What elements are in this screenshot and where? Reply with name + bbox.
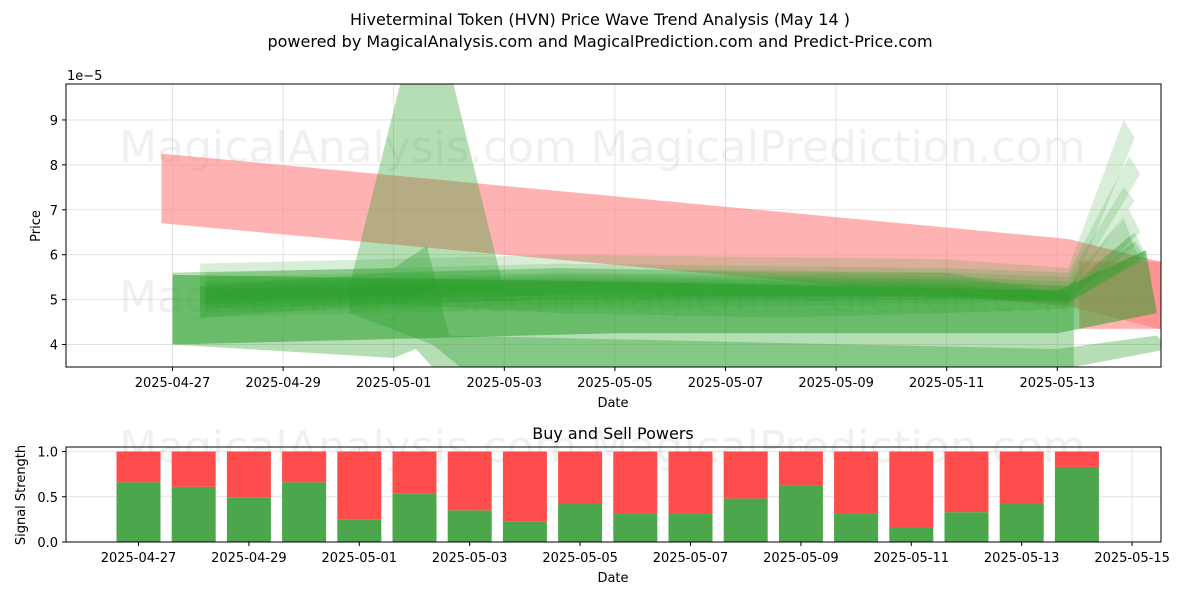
signal-x-tick-label: 2025-05-11 <box>874 551 950 566</box>
sell-bar <box>171 451 216 487</box>
price-x-tick-label: 2025-05-01 <box>356 376 432 391</box>
sell-bar <box>834 451 879 514</box>
buy-bar <box>1054 466 1099 542</box>
buy-bar <box>282 482 327 542</box>
signal-y-axis-label: Signal Strength <box>14 445 29 545</box>
wave-band-long-base <box>172 250 1157 345</box>
signal-x-axis-label: Date <box>597 571 628 586</box>
watermark-prediction-top: MagicalPrediction.com <box>591 122 1086 173</box>
buy-bar <box>613 513 658 542</box>
signal-x-tick-label: 2025-05-15 <box>1094 551 1170 566</box>
buy-bar <box>999 504 1044 542</box>
buy-bar <box>226 497 271 542</box>
wave-band-mid-wave <box>200 268 1069 318</box>
price-x-tick-label: 2025-05-05 <box>577 376 653 391</box>
chart-title: Hiveterminal Token (HVN) Price Wave Tren… <box>350 10 850 29</box>
price-x-tick-label: 2025-05-09 <box>798 376 874 391</box>
price-x-tick-label: 2025-05-03 <box>467 376 543 391</box>
price-x-axis: 2025-04-27 2025-04-29 2025-05-01 2025-05-03… <box>135 367 1095 391</box>
sell-bar <box>999 451 1044 504</box>
buy-bar <box>668 513 713 542</box>
price-x-tick-label: 2025-04-27 <box>135 376 211 391</box>
signal-y-tick-label: 0.0 <box>37 536 58 551</box>
price-wave-chart: MagicalAnalysis.com MagicalPrediction.co… <box>29 69 1162 411</box>
price-x-tick-label: 2025-05-11 <box>909 376 985 391</box>
signal-y-tick-label: 1.0 <box>37 446 58 461</box>
buy-bar <box>889 527 934 542</box>
sell-bar <box>116 451 161 483</box>
price-plot-frame <box>65 83 1162 368</box>
sell-bar <box>613 451 658 514</box>
wave-band-bundle-1 <box>200 119 1135 318</box>
price-y-tick-label: 5 <box>50 294 58 309</box>
signal-y-axis: 0.0 0.5 1.0 <box>37 446 66 551</box>
signal-bars <box>116 451 1099 542</box>
price-y-axis: 4 5 6 7 8 9 <box>50 114 66 354</box>
buy-bar <box>558 504 603 542</box>
wave-band-bundle-8 <box>205 241 1146 302</box>
price-x-tick-label: 2025-05-07 <box>688 376 764 391</box>
buy-bar <box>337 519 382 542</box>
buy-bar <box>116 482 161 542</box>
wave-band-bundle-6 <box>205 232 1146 305</box>
signal-y-tick-label: 0.5 <box>37 491 58 506</box>
wave-band-bundle-2 <box>205 155 1141 314</box>
price-x-axis-label: Date <box>597 396 628 411</box>
sell-bar <box>558 451 603 504</box>
signal-plot-frame <box>65 446 1162 543</box>
price-y-tick-label: 4 <box>50 339 58 354</box>
sell-bar <box>944 451 989 513</box>
buy-bar <box>944 512 989 542</box>
buy-bar <box>171 486 216 542</box>
price-y-tick-label: 7 <box>50 204 58 219</box>
sell-bar <box>337 451 382 520</box>
buy-sell-chart: Buy and Sell Powers MagicalAnalysis.com … <box>14 422 1170 586</box>
sell-bar <box>502 451 547 522</box>
signal-x-tick-label: 2025-05-09 <box>763 551 839 566</box>
buy-bar <box>502 521 547 542</box>
sell-bar <box>282 451 327 483</box>
signal-x-tick-label: 2025-04-29 <box>211 551 287 566</box>
sell-bar <box>889 451 934 528</box>
signal-x-tick-label: 2025-05-13 <box>984 551 1060 566</box>
buy-bar <box>834 513 879 542</box>
sell-bar <box>226 451 271 498</box>
price-x-tick-label: 2025-04-29 <box>245 376 321 391</box>
price-y-axis-label: Price <box>29 210 44 242</box>
price-y-scale-label: 1e−5 <box>67 69 102 84</box>
wave-band-bundle-5 <box>200 218 1135 305</box>
wave-band-bundle-4 <box>205 209 1141 309</box>
price-y-tick-label: 6 <box>50 249 58 264</box>
wave-band-bundle-3 <box>200 187 1135 309</box>
signal-x-tick-label: 2025-04-27 <box>101 551 177 566</box>
buy-bar <box>447 510 492 542</box>
buy-bar <box>723 498 768 542</box>
wave-band-red-trend <box>161 153 1161 330</box>
price-y-tick-label: 8 <box>50 159 58 174</box>
sell-bar <box>723 451 768 499</box>
signal-x-tick-label: 2025-05-03 <box>432 551 508 566</box>
sell-bar <box>778 451 823 486</box>
sell-bar <box>1054 451 1099 467</box>
buy-sell-title: Buy and Sell Powers <box>532 424 694 443</box>
signal-x-tick-label: 2025-05-05 <box>542 551 618 566</box>
sell-bar <box>447 451 492 511</box>
buy-bar <box>392 493 437 542</box>
price-wave-bands <box>161 84 1161 367</box>
chart-subtitle: powered by MagicalAnalysis.com and Magic… <box>267 32 932 51</box>
sell-bar <box>668 451 713 514</box>
signal-x-axis: 2025-04-27 2025-04-29 2025-05-01 2025-05-03… <box>101 542 1170 566</box>
signal-x-tick-label: 2025-05-07 <box>653 551 729 566</box>
sell-bar <box>392 451 437 494</box>
price-x-tick-label: 2025-05-13 <box>1020 376 1096 391</box>
wave-band-bundle-7 <box>205 236 1141 305</box>
signal-x-tick-label: 2025-05-01 <box>322 551 398 566</box>
price-y-tick-label: 9 <box>50 114 58 129</box>
buy-bar <box>778 485 823 542</box>
